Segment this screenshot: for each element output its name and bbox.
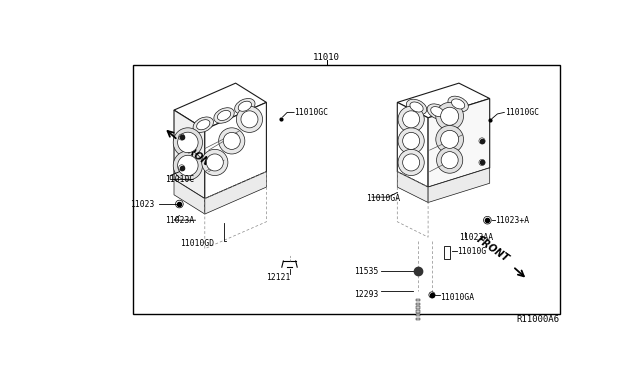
- Text: 11023: 11023: [131, 199, 155, 209]
- Circle shape: [441, 152, 458, 169]
- Text: 12121: 12121: [266, 273, 290, 282]
- Circle shape: [398, 106, 424, 132]
- Bar: [444, 246, 451, 259]
- Bar: [416, 299, 420, 301]
- Circle shape: [436, 102, 463, 130]
- Circle shape: [202, 150, 228, 176]
- Bar: [416, 314, 420, 317]
- Text: 11023A: 11023A: [164, 216, 194, 225]
- Text: R11000A6: R11000A6: [516, 315, 559, 324]
- Circle shape: [436, 125, 463, 153]
- Ellipse shape: [448, 96, 468, 112]
- Circle shape: [178, 132, 198, 153]
- Text: 11010GD: 11010GD: [180, 239, 214, 248]
- Ellipse shape: [218, 110, 230, 121]
- Text: 11010G: 11010G: [456, 247, 486, 256]
- Circle shape: [436, 147, 463, 173]
- Bar: [416, 302, 420, 305]
- Text: FRONT: FRONT: [474, 235, 511, 264]
- Circle shape: [441, 107, 459, 125]
- Polygon shape: [397, 102, 428, 187]
- Text: 11010GC: 11010GC: [505, 108, 540, 117]
- Bar: [133, 65, 559, 314]
- Ellipse shape: [238, 101, 252, 111]
- Circle shape: [178, 155, 198, 176]
- Text: 11010GA: 11010GA: [367, 194, 401, 203]
- Polygon shape: [174, 179, 205, 214]
- Ellipse shape: [410, 102, 423, 112]
- Text: FRONT: FRONT: [180, 142, 216, 172]
- Ellipse shape: [193, 117, 214, 132]
- Circle shape: [398, 150, 424, 176]
- Polygon shape: [428, 99, 490, 187]
- Polygon shape: [174, 83, 266, 129]
- Text: 11010GA: 11010GA: [440, 293, 474, 302]
- Polygon shape: [174, 110, 205, 199]
- Ellipse shape: [451, 99, 465, 109]
- Text: 11010: 11010: [313, 53, 340, 62]
- Polygon shape: [397, 83, 490, 118]
- Text: 11023AA: 11023AA: [459, 232, 493, 242]
- Text: 12293: 12293: [354, 291, 378, 299]
- Polygon shape: [205, 172, 266, 214]
- Circle shape: [403, 154, 420, 171]
- Circle shape: [173, 151, 202, 180]
- Circle shape: [219, 128, 245, 154]
- Circle shape: [403, 132, 420, 150]
- Text: 11010C: 11010C: [164, 175, 194, 184]
- Ellipse shape: [214, 108, 234, 123]
- Polygon shape: [428, 168, 490, 202]
- Circle shape: [398, 128, 424, 154]
- Ellipse shape: [431, 107, 444, 117]
- Circle shape: [441, 130, 459, 148]
- Circle shape: [206, 154, 223, 171]
- Bar: [416, 307, 420, 309]
- Ellipse shape: [406, 99, 427, 115]
- Bar: [416, 310, 420, 312]
- Polygon shape: [397, 172, 428, 202]
- Circle shape: [403, 111, 420, 128]
- Circle shape: [173, 128, 202, 157]
- Text: 11535: 11535: [354, 266, 378, 276]
- Text: 11010GC: 11010GC: [294, 108, 328, 117]
- Ellipse shape: [235, 99, 255, 114]
- Bar: [416, 318, 420, 320]
- Ellipse shape: [196, 120, 210, 130]
- Circle shape: [223, 132, 240, 150]
- Polygon shape: [205, 102, 266, 199]
- Circle shape: [241, 111, 258, 128]
- Ellipse shape: [427, 104, 447, 119]
- Text: 11023+A: 11023+A: [495, 216, 529, 225]
- Circle shape: [236, 106, 262, 132]
